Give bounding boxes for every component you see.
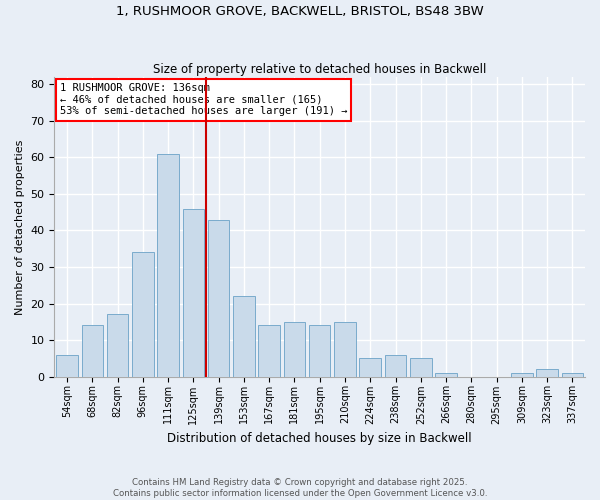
Bar	[259, 326, 280, 376]
Text: Contains HM Land Registry data © Crown copyright and database right 2025.
Contai: Contains HM Land Registry data © Crown c…	[113, 478, 487, 498]
Bar	[334, 322, 356, 376]
Bar	[511, 373, 533, 376]
Bar	[56, 354, 78, 376]
X-axis label: Distribution of detached houses by size in Backwell: Distribution of detached houses by size …	[167, 432, 472, 445]
Bar	[435, 373, 457, 376]
Bar	[233, 296, 254, 376]
Bar	[385, 354, 406, 376]
Bar	[208, 220, 229, 376]
Title: Size of property relative to detached houses in Backwell: Size of property relative to detached ho…	[153, 63, 487, 76]
Bar	[562, 373, 583, 376]
Bar	[284, 322, 305, 376]
Bar	[132, 252, 154, 376]
Text: 1, RUSHMOOR GROVE, BACKWELL, BRISTOL, BS48 3BW: 1, RUSHMOOR GROVE, BACKWELL, BRISTOL, BS…	[116, 5, 484, 18]
Y-axis label: Number of detached properties: Number of detached properties	[15, 139, 25, 314]
Bar	[107, 314, 128, 376]
Bar	[157, 154, 179, 376]
Bar	[359, 358, 381, 376]
Bar	[536, 369, 558, 376]
Bar	[82, 326, 103, 376]
Text: 1 RUSHMOOR GROVE: 136sqm
← 46% of detached houses are smaller (165)
53% of semi-: 1 RUSHMOOR GROVE: 136sqm ← 46% of detach…	[60, 83, 347, 116]
Bar	[410, 358, 431, 376]
Bar	[309, 326, 331, 376]
Bar	[182, 208, 204, 376]
